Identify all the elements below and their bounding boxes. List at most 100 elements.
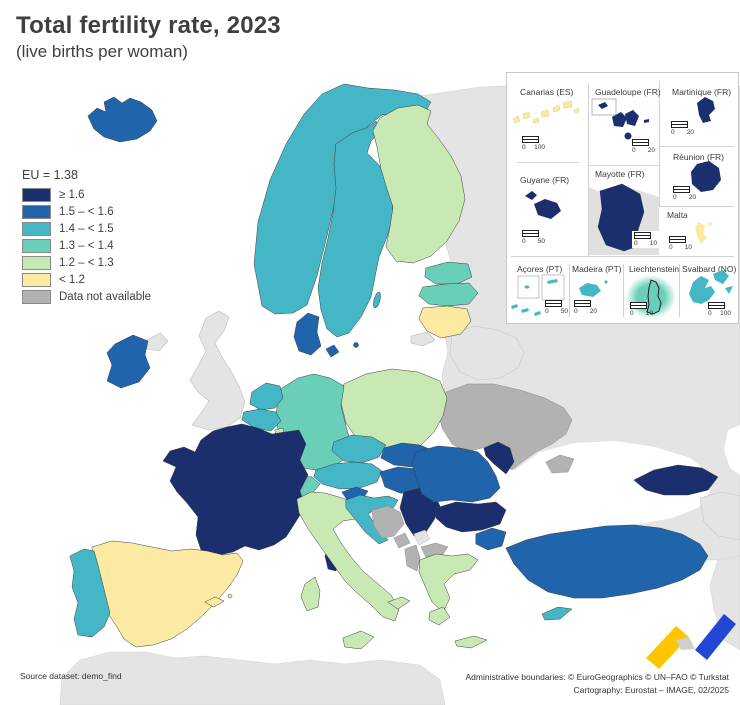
legend-classes: ≥ 1.6 1.5 – < 1.6 1.4 – < 1.5 1.3 – < 1.4 1.… xyxy=(22,186,151,305)
scale-bar xyxy=(522,136,539,143)
scale-max: 100 xyxy=(720,310,731,317)
scale-max: 10 xyxy=(684,244,692,251)
scale-zero: 0 xyxy=(522,238,526,245)
inset-madeira-map xyxy=(579,280,608,297)
legend-label-c4: 1.3 – < 1.4 xyxy=(59,239,114,252)
region-italy-heel xyxy=(387,596,411,610)
legend-label-c2: 1.5 – < 1.6 xyxy=(59,205,114,218)
boundaries-note: Administrative boundaries: © EuroGeograp… xyxy=(465,672,729,682)
legend-swatch-c7 xyxy=(22,289,51,304)
country-austria xyxy=(313,461,383,490)
country-albania xyxy=(404,544,421,572)
scale-bar xyxy=(574,300,591,307)
scale-zero: 0 xyxy=(671,129,675,136)
divider xyxy=(679,264,680,317)
divider xyxy=(659,81,660,206)
scale-zero: 0 xyxy=(632,147,636,154)
country-iceland xyxy=(87,96,158,143)
island-sardinia xyxy=(300,576,321,612)
divider xyxy=(659,206,734,207)
divider xyxy=(569,264,570,317)
island-sicily xyxy=(342,630,375,650)
country-denmark xyxy=(293,312,322,356)
inset-guyane: Mayotte (FR) 0 10 xyxy=(588,165,659,256)
country-belgium xyxy=(241,408,282,432)
inset-svalbard-map xyxy=(689,270,733,304)
scale-bar xyxy=(545,300,562,307)
inset-reunion: Réunion (FR) 0 20 xyxy=(659,146,738,206)
inset-label: Martinique (FR) xyxy=(672,87,732,97)
inset-malta-map xyxy=(525,191,561,219)
country-bulgaria xyxy=(435,501,507,533)
legend-row-c5: 1.2 – < 1.3 xyxy=(22,254,151,271)
scale-zero: 0 xyxy=(522,144,526,151)
country-finland xyxy=(372,104,466,264)
divider xyxy=(623,264,624,317)
region-peloponnese xyxy=(428,606,451,626)
island-crete xyxy=(454,635,488,649)
country-poland xyxy=(340,368,448,452)
divider xyxy=(517,162,579,163)
legend-swatch-c6 xyxy=(22,272,51,287)
inset-label: Svalbard (NO) xyxy=(682,264,737,274)
inset-canarias-map xyxy=(512,100,580,124)
legend-swatch-c2 xyxy=(22,204,51,219)
inset-mayotte-map xyxy=(695,222,712,244)
scale-max: 50 xyxy=(560,308,568,315)
region-turkey-european xyxy=(475,527,507,551)
map-legend: EU = 1.38 ≥ 1.6 1.5 – < 1.6 1.4 – < 1.5 1.3… xyxy=(22,168,151,305)
logo-blue-band xyxy=(695,614,736,660)
divider xyxy=(659,146,734,147)
country-france xyxy=(162,423,309,557)
page-title: Total fertility rate, 2023 xyxy=(16,12,281,39)
country-bosnia xyxy=(371,505,405,539)
inset-madeira: Madeira (PT) 0 20 xyxy=(569,256,623,323)
scale-bar xyxy=(522,230,539,237)
scale-bar xyxy=(632,139,649,146)
scale-zero: 0 xyxy=(545,308,549,315)
scale-max: 20 xyxy=(589,308,597,315)
scale-max: 50 xyxy=(537,238,545,245)
attribution-note: Administrative boundaries: © EuroGeograp… xyxy=(465,671,729,697)
legend-row-c6: < 1.2 xyxy=(22,271,151,288)
scale-zero: 0 xyxy=(634,240,638,247)
country-north-macedonia xyxy=(420,542,449,558)
country-lithuania xyxy=(418,305,472,339)
legend-row-c4: 1.3 – < 1.4 xyxy=(22,237,151,254)
divider xyxy=(511,256,734,257)
country-netherlands xyxy=(249,382,284,411)
inset-guadeloupe-map xyxy=(591,98,649,140)
eu-average-label: EU = 1.38 xyxy=(22,168,78,182)
inset-liechtenstein: Liechtenstein 0 10 xyxy=(623,256,679,323)
legend-row-c7: Data not available xyxy=(22,288,151,305)
country-estonia xyxy=(424,261,473,285)
divider xyxy=(588,165,659,166)
island-balearics xyxy=(204,596,225,608)
scale-max: 20 xyxy=(688,194,696,201)
inset-martinique: Martinique (FR) 0 20 xyxy=(659,73,738,146)
island-zealand xyxy=(325,344,340,358)
inset-label: Canarias (ES) xyxy=(520,87,574,97)
region-northern-ireland xyxy=(146,332,169,352)
country-united-kingdom xyxy=(189,310,246,431)
divider xyxy=(588,83,589,256)
country-portugal xyxy=(69,548,111,638)
country-spain xyxy=(91,540,244,648)
legend-label-c5: 1.2 – < 1.3 xyxy=(59,256,114,269)
scale-zero: 0 xyxy=(630,310,634,317)
inset-canarias: Canarias (ES) 0 100 xyxy=(507,73,588,162)
country-turkey xyxy=(505,524,709,599)
region-crimea xyxy=(545,454,575,474)
legend-label-c1: ≥ 1.6 xyxy=(59,188,85,201)
country-latvia xyxy=(418,282,479,307)
inset-martinique-map xyxy=(697,97,715,123)
country-georgia xyxy=(633,464,719,496)
scale-max: 10 xyxy=(645,310,653,317)
legend-row-c2: 1.5 – < 1.6 xyxy=(22,203,151,220)
scale-bar xyxy=(673,186,690,193)
scale-max: 20 xyxy=(647,147,655,154)
inset-label: Réunion (FR) xyxy=(673,152,725,162)
country-ukraine xyxy=(437,383,573,471)
country-romania xyxy=(411,445,501,503)
